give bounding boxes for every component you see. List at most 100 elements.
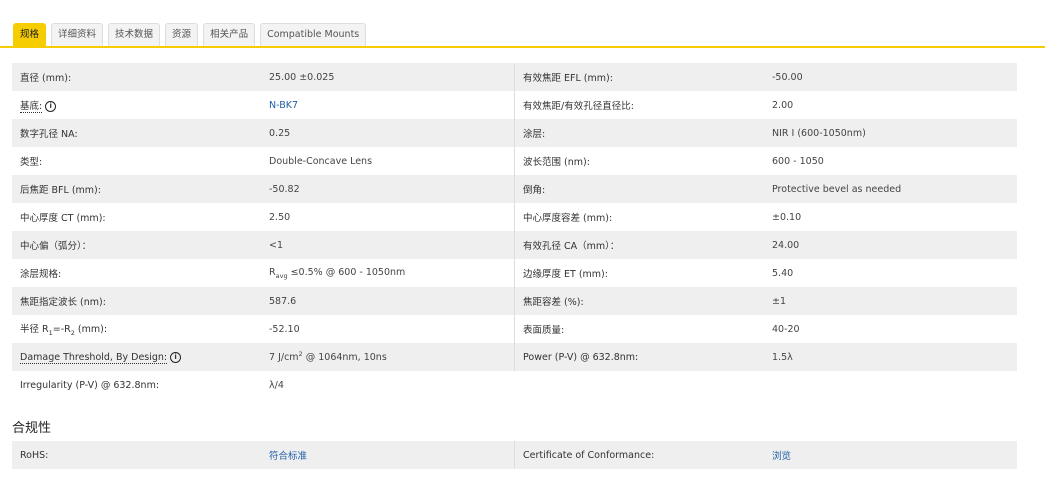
text-segment: 600 - 1050 <box>772 155 824 167</box>
spec-cell-right: 倒角: Protective bevel as needed <box>514 175 1017 203</box>
spec-cell-right: 中心厚度容差 (mm): ±0.10 <box>514 203 1017 231</box>
table-row: 中心偏（弧分）： <1 有效孔径 CA（mm）： 24.00 <box>12 231 1017 259</box>
spec-label: RoHS: <box>12 450 269 461</box>
spec-value: 600 - 1050 <box>772 156 1017 167</box>
spec-label: 有效焦距 EFL (mm): <box>515 70 772 84</box>
text-segment: 2 <box>298 350 303 359</box>
spec-cell-left: 类型: Double-Concave Lens <box>12 147 514 175</box>
label-text[interactable]: Damage Threshold, By Design: <box>20 351 168 364</box>
spec-value-link[interactable]: 浏览 <box>772 448 1017 462</box>
spec-cell-right: 涂层: NIR I (600-1050nm) <box>514 119 1017 147</box>
label-text: RoHS: <box>20 450 48 461</box>
text-segment: 数字孔径 NA: <box>20 129 78 140</box>
label-text[interactable]: 基底: <box>20 101 43 113</box>
spec-label: Irregularity (P-V) @ 632.8nm: <box>12 380 269 391</box>
spec-cell-left: 焦距指定波长 (nm): 587.6 <box>12 287 514 315</box>
spec-value: -52.10 <box>269 324 514 335</box>
table-row: 涂层规格: Ravg ≤0.5% @ 600 - 1050nm 边缘厚度 ET (m… <box>12 259 1017 287</box>
spec-cell-right: Power (P-V) @ 632.8nm: 1.5λ <box>514 343 1017 371</box>
text-segment: NIR I (600-1050nm) <box>772 127 866 139</box>
text-segment: 表面质量: <box>523 325 565 336</box>
spec-label: 类型: <box>12 154 269 168</box>
spec-value: Ravg ≤0.5% @ 600 - 1050nm <box>269 267 514 280</box>
tab-5[interactable]: Compatible Mounts <box>260 23 367 46</box>
spec-label: 数字孔径 NA: <box>12 126 269 140</box>
text-segment: -50.82 <box>269 183 300 195</box>
label-text: 中心偏（弧分）： <box>20 241 91 252</box>
spec-label: Damage Threshold, By Design: i <box>12 351 269 364</box>
spec-value: 1.5λ <box>772 352 1017 363</box>
text-segment: 类型: <box>20 157 43 168</box>
spec-label: 涂层: <box>515 126 772 140</box>
text-segment: 2.50 <box>269 211 291 223</box>
text-segment: 0.25 <box>269 127 291 139</box>
spec-label: 中心偏（弧分）： <box>12 238 269 252</box>
label-text: 波长范围 (nm): <box>523 157 590 168</box>
spec-label: 边缘厚度 ET (mm): <box>515 266 772 280</box>
spec-value: ±0.10 <box>772 212 1017 223</box>
tab-underline <box>0 46 1045 48</box>
tab-bar: 规格 详细资料 技术数据 资源 相关产品 Compatible Mounts <box>13 23 367 46</box>
text-segment: 倒角: <box>523 185 546 196</box>
label-text: 涂层规格: <box>20 269 61 280</box>
text-segment: Certificate of Conformance: <box>523 449 655 461</box>
table-row: Damage Threshold, By Design: i 7 J/cm2 @ 1… <box>12 343 1017 371</box>
spec-label: 焦距指定波长 (nm): <box>12 294 269 308</box>
text-segment: @ 1064nm, 10ns <box>302 352 387 364</box>
info-icon[interactable]: i <box>170 351 182 363</box>
text-segment: -52.10 <box>269 323 300 335</box>
text-segment: ≤0.5% @ 600 - 1050nm <box>287 266 406 278</box>
label-text: 半径 R1=-R2 (mm): <box>20 324 107 337</box>
spec-value: Double-Concave Lens <box>269 156 514 167</box>
spec-cell-right: 有效焦距 EFL (mm): -50.00 <box>514 63 1017 91</box>
tab-1[interactable]: 详细资料 <box>51 23 104 46</box>
spec-value-link[interactable]: 符合标准 <box>269 448 514 462</box>
tab-4[interactable]: 相关产品 <box>203 23 256 46</box>
spec-label: 半径 R1=-R2 (mm): <box>12 321 269 337</box>
label-text: 倒角: <box>523 185 545 196</box>
spec-value-link[interactable]: N-BK7 <box>269 100 514 111</box>
text-segment: 40-20 <box>772 323 800 335</box>
text-segment: Power (P-V) @ 632.8nm: <box>523 351 639 363</box>
label-text: 边缘厚度 ET (mm): <box>523 269 608 280</box>
text-segment: 5.40 <box>772 267 794 279</box>
text-segment: 2 <box>70 328 75 337</box>
tab-2[interactable]: 技术数据 <box>108 23 161 46</box>
text-segment: 涂层规格: <box>20 269 62 280</box>
spec-label: 后焦距 BFL (mm): <box>12 182 269 196</box>
spec-value: 587.6 <box>269 296 514 307</box>
info-icon[interactable]: i <box>45 101 57 112</box>
label-text: 有效焦距/有效孔径直径比: <box>523 101 634 112</box>
spec-cell-left: 涂层规格: Ravg ≤0.5% @ 600 - 1050nm <box>12 259 514 287</box>
spec-cell-left: 中心偏（弧分）： <1 <box>12 231 514 259</box>
label-text: 中心厚度 CT (mm): <box>20 213 106 224</box>
text-segment: 基底: <box>20 101 43 112</box>
tab-0[interactable]: 规格 <box>13 23 47 46</box>
text-segment: Double-Concave Lens <box>269 155 373 167</box>
label-text: 焦距指定波长 (nm): <box>20 297 106 308</box>
text-segment: 浏览 <box>772 451 792 462</box>
compliance-cell-left: RoHS: 符合标准 <box>12 441 514 469</box>
specs-table: 直径 (mm): 25.00 ±0.025 有效焦距 EFL (mm): -50.00… <box>12 63 1017 399</box>
spec-label: 表面质量: <box>515 322 772 336</box>
text-segment: 有效焦距 EFL (mm): <box>523 73 613 84</box>
label-text: Irregularity (P-V) @ 632.8nm: <box>20 380 159 391</box>
text-segment: avg <box>275 271 288 280</box>
text-segment: 焦距容差 (%): <box>523 297 584 308</box>
label-text: 涂层: <box>523 129 545 140</box>
spec-value: λ/4 <box>269 380 514 391</box>
table-row: 中心厚度 CT (mm): 2.50 中心厚度容差 (mm): ±0.10 <box>12 203 1017 231</box>
text-segment: 中心厚度容差 (mm): <box>523 213 613 224</box>
spec-value: 2.50 <box>269 212 514 223</box>
label-text: Certificate of Conformance: <box>523 450 654 461</box>
text-segment: ±0.10 <box>772 211 802 223</box>
text-segment: Irregularity (P-V) @ 632.8nm: <box>20 379 160 391</box>
spec-label: 有效孔径 CA（mm）： <box>515 238 772 252</box>
spec-value: 7 J/cm2 @ 1064nm, 10ns <box>269 350 514 363</box>
spec-cell-left: 半径 R1=-R2 (mm): -52.10 <box>12 315 514 343</box>
text-segment: 涂层: <box>523 129 546 140</box>
text-segment: 1.5λ <box>772 351 793 363</box>
tab-3[interactable]: 资源 <box>165 23 199 46</box>
spec-cell-right: 有效焦距/有效孔径直径比: 2.00 <box>514 91 1017 119</box>
text-segment: 有效焦距/有效孔径直径比: <box>523 101 634 112</box>
